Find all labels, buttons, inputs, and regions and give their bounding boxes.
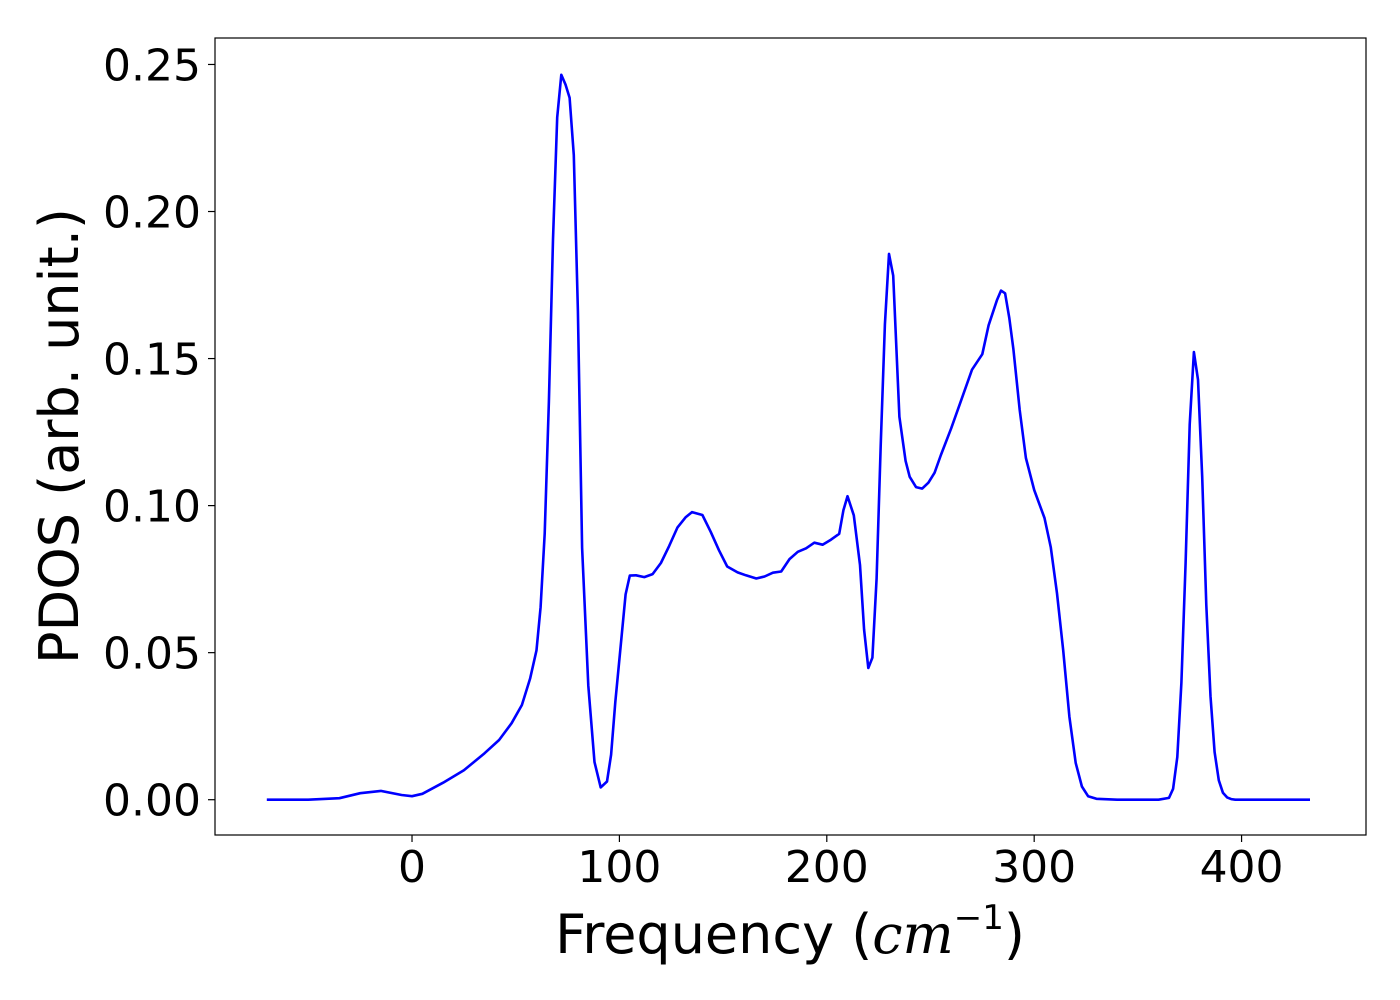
x-axis-label-exponent: −1 bbox=[954, 898, 1004, 938]
x-tick-label: 0 bbox=[398, 842, 426, 893]
y-tick-label: 0.25 bbox=[103, 40, 201, 91]
x-axis-label-text: Frequency ( bbox=[555, 903, 872, 966]
series-line-0 bbox=[266, 73, 1310, 801]
y-tick-label: 0.15 bbox=[103, 335, 201, 386]
x-axis-label-close: ) bbox=[1004, 903, 1025, 966]
x-tick-label: 100 bbox=[577, 842, 661, 893]
y-tick-label: 0.10 bbox=[103, 482, 201, 533]
x-axis-label-unit: cm bbox=[872, 903, 953, 966]
x-tick-label: 400 bbox=[1200, 842, 1284, 893]
x-axis: 0 100 200 300 400 bbox=[398, 835, 1284, 893]
plot-area bbox=[266, 73, 1310, 801]
y-tick-label: 0.00 bbox=[103, 776, 201, 827]
axes-frame bbox=[214, 37, 1367, 836]
y-tick-label: 0.05 bbox=[103, 629, 201, 680]
y-axis: 0.00 0.05 0.10 0.15 0.20 0.25 bbox=[103, 40, 215, 827]
x-axis-label: Frequency (cm−1) bbox=[555, 898, 1025, 966]
y-tick-label: 0.20 bbox=[103, 188, 201, 239]
y-axis-label: PDOS (arb. unit.) bbox=[28, 208, 91, 664]
x-tick-label: 200 bbox=[785, 842, 869, 893]
x-tick-label: 300 bbox=[992, 842, 1076, 893]
